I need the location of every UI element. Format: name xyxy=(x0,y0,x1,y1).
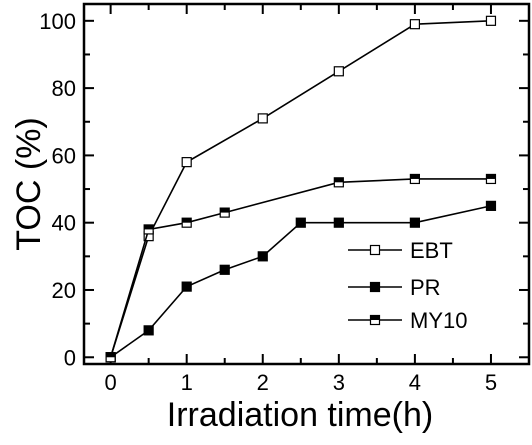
x-axis-title: Irradiation time(h) xyxy=(167,396,433,434)
x-tick-label: 4 xyxy=(409,370,421,395)
data-point-my10 xyxy=(485,173,497,185)
marker-square xyxy=(409,19,420,30)
marker-square xyxy=(409,217,420,228)
data-point-my10 xyxy=(219,207,230,218)
x-tick-label: 3 xyxy=(333,370,345,395)
marker-square xyxy=(333,66,344,77)
plot-frame xyxy=(82,2,531,366)
legend-label-ebt: EBT xyxy=(410,238,453,263)
data-point-ebt xyxy=(409,19,420,30)
y-tick-label: 100 xyxy=(39,9,76,34)
x-tick-label: 2 xyxy=(257,370,269,395)
data-point-pr xyxy=(485,200,497,211)
data-point-my10 xyxy=(105,352,116,363)
y-tick-label: 20 xyxy=(52,278,76,303)
legend-label-my10: MY10 xyxy=(410,308,467,333)
data-point-pr xyxy=(409,217,420,228)
x-tick-label: 0 xyxy=(104,370,116,395)
marker-half-fill xyxy=(182,218,192,223)
y-axis-title: TOC (%) xyxy=(10,117,48,250)
marker-half-fill xyxy=(486,174,496,179)
marker-half-fill xyxy=(334,177,344,183)
data-point-ebt xyxy=(181,157,192,168)
data-point-pr xyxy=(333,217,344,228)
legend-marker-my10 xyxy=(369,314,381,326)
axes: 0 1 2 3 4 5 0 20 40 60 80 100 xyxy=(39,2,531,395)
legend-label-pr: PR xyxy=(410,275,441,300)
series-group xyxy=(105,15,497,363)
marker-half-fill xyxy=(144,224,154,230)
legend-marker-pr xyxy=(369,281,381,293)
data-point-my10 xyxy=(333,177,344,188)
x-tick-label: 5 xyxy=(485,370,497,395)
x-tick-label: 1 xyxy=(181,370,193,395)
y-tick-label: 60 xyxy=(52,143,76,168)
marker-square xyxy=(181,281,192,292)
data-point-ebt xyxy=(485,15,497,26)
data-point-pr xyxy=(257,251,268,262)
marker-square xyxy=(143,325,154,336)
y-tick-label: 0 xyxy=(64,345,76,370)
data-point-pr xyxy=(295,217,306,228)
marker-half-fill xyxy=(106,352,116,358)
marker-square xyxy=(257,113,268,124)
marker-half-fill xyxy=(370,315,380,320)
y-tick-label: 80 xyxy=(52,76,76,101)
marker-half-fill xyxy=(220,208,230,213)
data-point-ebt xyxy=(257,113,268,124)
data-point-my10 xyxy=(409,173,420,185)
marker-square xyxy=(257,251,268,262)
marker-square xyxy=(333,217,344,228)
data-point-pr xyxy=(219,264,230,275)
marker-square xyxy=(295,217,306,228)
legend: EBT PR MY10 xyxy=(348,238,467,333)
marker-square xyxy=(219,264,230,275)
data-point-pr xyxy=(181,281,192,292)
marker-square xyxy=(485,15,497,26)
marker-half-fill xyxy=(410,174,420,179)
marker-square xyxy=(181,157,192,168)
data-point-ebt xyxy=(333,66,344,77)
marker-square xyxy=(369,244,381,256)
data-point-my10 xyxy=(181,217,192,228)
legend-marker-ebt xyxy=(369,244,381,256)
marker-square xyxy=(485,200,497,211)
data-point-my10 xyxy=(143,224,154,235)
series-line-ebt xyxy=(109,20,492,358)
data-point-pr xyxy=(143,325,154,336)
y-tick-label: 40 xyxy=(52,211,76,236)
marker-square xyxy=(369,281,381,293)
